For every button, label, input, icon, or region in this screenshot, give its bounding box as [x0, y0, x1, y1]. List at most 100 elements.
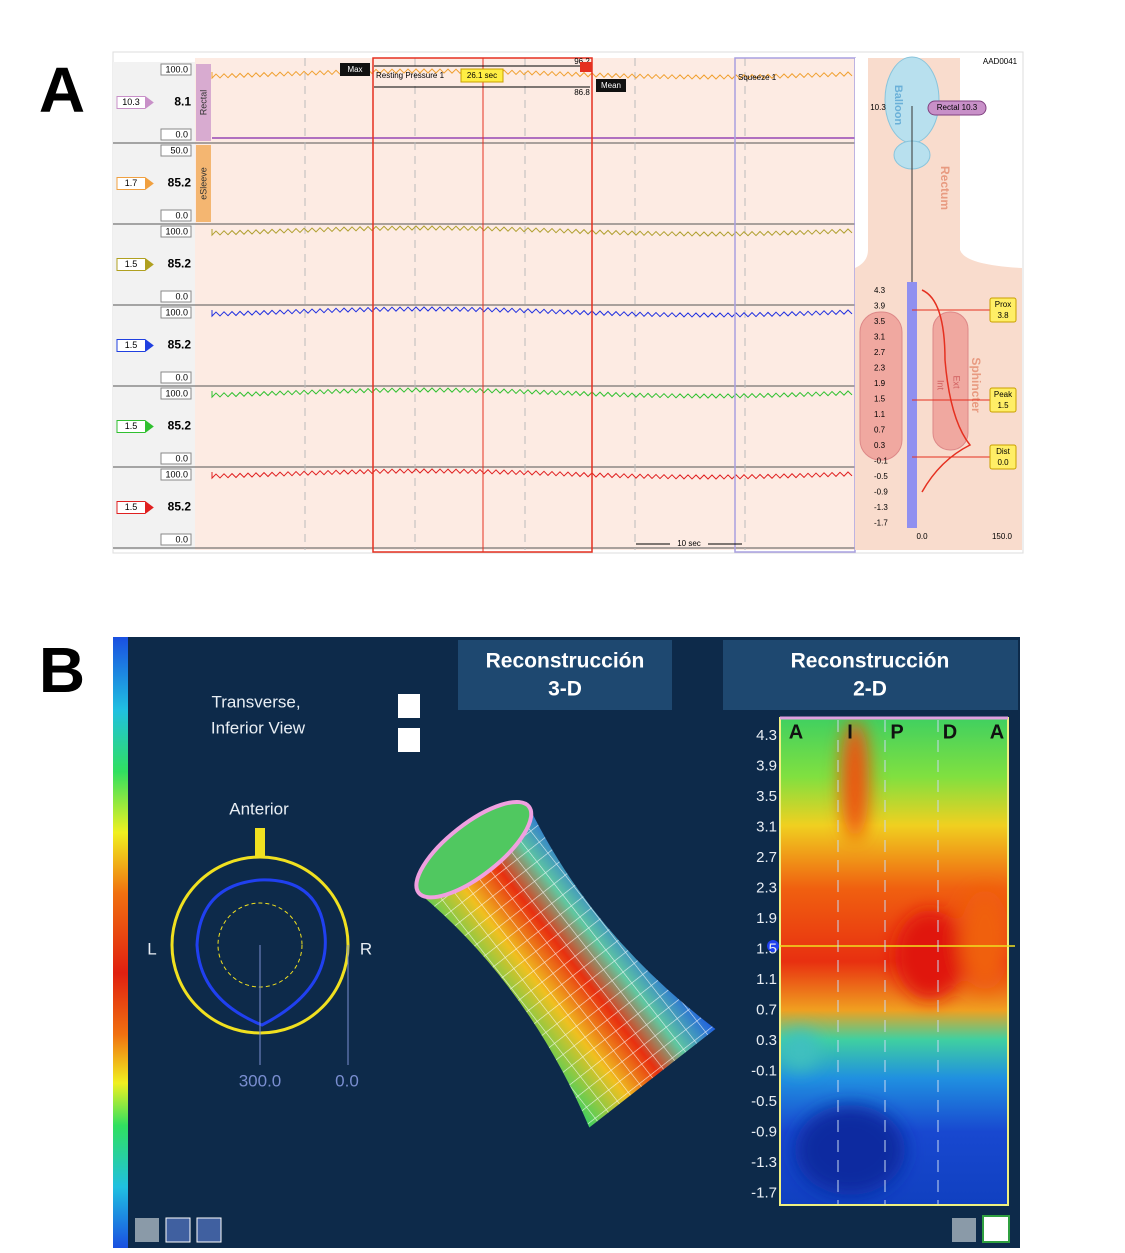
tool-icon[interactable]: [952, 1218, 976, 1242]
column-label: A: [990, 721, 1004, 743]
probe-tag-label: Dist: [996, 447, 1011, 456]
squeeze-label: Squeeze 1: [738, 73, 777, 82]
channel-min: 0.0: [175, 129, 188, 139]
rotate-icon[interactable]: [398, 694, 420, 718]
channel-tag-value: 1.5: [125, 502, 138, 512]
heat-blob: [895, 910, 965, 1000]
sensor-bar: [907, 282, 917, 528]
pressure-trace: [211, 68, 853, 80]
heat-blob: [780, 1030, 820, 1070]
channel-min: 0.0: [175, 453, 188, 463]
channel-name: eSleeve: [198, 167, 208, 200]
max-box: [160, 63, 192, 76]
rotate-icon[interactable]: [398, 728, 420, 752]
ext-label: Ext: [952, 375, 962, 389]
depth-label: 1.1: [756, 971, 777, 988]
channel-min: 0.0: [175, 534, 188, 544]
channel-tag-value: 1.7: [125, 178, 138, 188]
channel-name-box: [196, 64, 211, 141]
channel-reading: 85.2: [168, 419, 192, 433]
probe-tag: [989, 387, 1017, 413]
channel-tag-value: 1.5: [125, 259, 138, 269]
min-box: [160, 533, 192, 546]
depth-label: 2.3: [756, 879, 777, 896]
peak-value: 96.2: [574, 57, 590, 66]
tool-icon[interactable]: [196, 1217, 222, 1243]
channel-tag-value: 10.3: [122, 97, 140, 107]
tool-icon[interactable]: [165, 1217, 191, 1243]
tag-arrow: [145, 339, 153, 352]
radial-value: 300.0: [239, 1071, 282, 1090]
heat-blob: [841, 720, 869, 840]
probe-tag-value: 3.8: [997, 311, 1009, 320]
depth-label: -1.3: [751, 1154, 777, 1171]
probe-scale: 2.7: [874, 348, 886, 357]
title-3d: 3-D: [548, 678, 582, 701]
peak-dot[interactable]: [767, 940, 779, 952]
heat-blob: [795, 1105, 905, 1195]
tool-icon[interactable]: [135, 1218, 159, 1242]
max-tag: [340, 63, 370, 76]
probe-scale: 0.7: [874, 426, 886, 435]
depth-label: 1.5: [756, 940, 777, 957]
channel-min: 0.0: [175, 291, 188, 301]
min-box: [160, 371, 192, 384]
probe-scale: 2.3: [874, 364, 886, 373]
channel-tag-value: 1.5: [125, 340, 138, 350]
rectal-tag-label: Rectal 10.3: [937, 103, 978, 112]
probe-tag-label: Peak: [994, 390, 1013, 399]
probe-tag: [989, 297, 1017, 323]
rectal-tag: [927, 100, 987, 116]
depth-label: -0.5: [751, 1093, 777, 1110]
tag-arrow: [145, 177, 153, 190]
probe-scale: -0.1: [874, 457, 888, 466]
max-box: [160, 468, 192, 481]
max-box: [160, 306, 192, 319]
resting-label: Resting Pressure 1: [376, 71, 445, 80]
title-box: [723, 640, 1018, 710]
channel-max: 100.0: [165, 226, 188, 236]
max-box: [160, 225, 192, 238]
int-label: Int: [936, 380, 946, 391]
zoom-icon[interactable]: [982, 1215, 1010, 1243]
tag-arrow: [145, 420, 153, 433]
channel-reading: 85.2: [168, 500, 192, 514]
depth-label: 3.9: [756, 757, 777, 774]
depth-label: -0.9: [751, 1123, 777, 1140]
sphincter-left: [859, 311, 903, 461]
probe-scale: 1.9: [874, 379, 886, 388]
column-label: A: [789, 721, 803, 743]
max-label: Max: [347, 65, 362, 74]
title-2d: 2-D: [853, 678, 887, 701]
probe-scale: 4.3: [874, 286, 886, 295]
probe-scale: 3.5: [874, 317, 886, 326]
max-box: [160, 387, 192, 400]
depth-label: 1.9: [756, 910, 777, 927]
x-max: 150.0: [992, 532, 1013, 541]
sphincter-label: Sphincter: [969, 357, 983, 413]
anterior-mark: [255, 828, 265, 858]
probe-scale: 3.9: [874, 302, 886, 311]
duration-tag: [460, 68, 504, 83]
channel-name: Rectal: [198, 90, 208, 116]
channel-name-box: [196, 145, 211, 222]
depth-label: 0.7: [756, 1001, 777, 1018]
title-2d: Reconstrucción: [791, 650, 950, 673]
probe-scale: 3.1: [874, 333, 886, 342]
heat-blob: [960, 890, 1008, 990]
channel-min: 0.0: [175, 372, 188, 382]
depth-label: -1.7: [751, 1184, 777, 1201]
channel-min: 0.0: [175, 210, 188, 220]
tube-mesh: [418, 806, 716, 1128]
probe-scale: 1.5: [874, 395, 886, 404]
min-box: [160, 290, 192, 303]
probe-scale: -0.5: [874, 472, 888, 481]
min-box: [160, 209, 192, 222]
probe-tag-value: 1.5: [997, 401, 1009, 410]
mean-label: Mean: [601, 81, 621, 90]
duration-label: 26.1 sec: [467, 71, 497, 80]
pressure-contour: [195, 878, 327, 1027]
tube-rim: [414, 799, 534, 900]
probe-tag: [989, 444, 1017, 470]
